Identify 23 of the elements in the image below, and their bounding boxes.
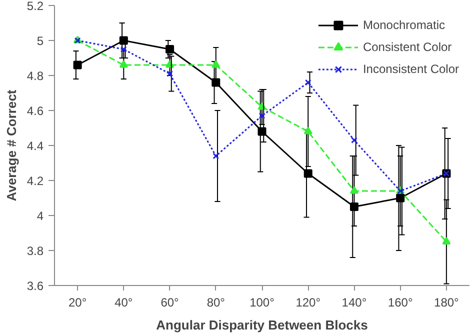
y-tick-label: 4.4 — [26, 139, 44, 153]
x-tick-label: 140° — [342, 296, 367, 310]
y-tick-label: 5.2 — [26, 0, 44, 13]
x-axis-title: Angular Disparity Between Blocks — [156, 318, 368, 332]
x-tick-label: 80° — [206, 296, 226, 310]
legend-label: Consistent Color — [362, 40, 452, 54]
x-tick-label: 180° — [434, 296, 460, 310]
y-tick-label: 3.8 — [26, 244, 44, 258]
x-tick-label: 60° — [160, 296, 180, 310]
y-tick-label: 3.6 — [26, 279, 44, 293]
y-tick-label: 4.8 — [26, 69, 44, 83]
x-tick-label: 160° — [388, 296, 413, 310]
x-tick-label: 120° — [296, 296, 321, 310]
y-axis-title: Average # Correct — [4, 89, 19, 202]
legend-label: Monochromatic — [362, 18, 445, 32]
x-tick-label: 100° — [250, 296, 275, 310]
x-tick-label: 20° — [68, 296, 87, 310]
y-tick-label: 5 — [36, 34, 44, 48]
y-tick-label: 4.6 — [26, 104, 44, 118]
legend-label: Inconsistent Color — [362, 62, 459, 76]
y-tick-label: 4 — [36, 209, 44, 223]
x-tick-label: 40° — [114, 296, 133, 310]
y-tick-label: 4.2 — [26, 174, 44, 188]
